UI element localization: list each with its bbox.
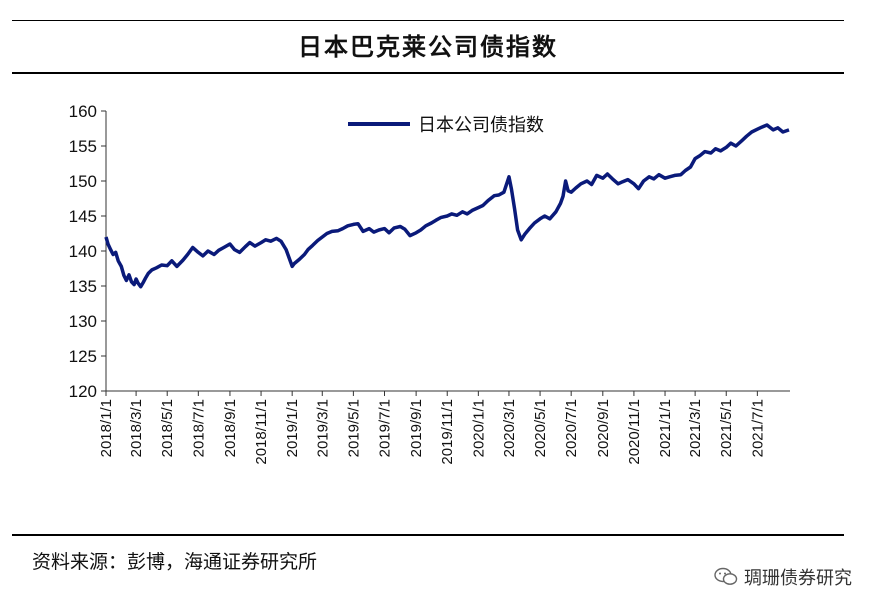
wechat-icon — [714, 567, 738, 585]
x-tick-label: 2020/5/1 — [532, 399, 549, 457]
x-tick-label: 2021/5/1 — [718, 399, 735, 457]
x-tick-label: 2020/9/1 — [595, 399, 612, 457]
y-tick-label: 130 — [69, 312, 97, 331]
x-tick-labels: 2018/1/1 2018/3/1 2018/5/1 2018/7/1 2018/9/1… — [98, 399, 766, 465]
top-rule — [12, 20, 844, 21]
y-tick-label: 120 — [69, 382, 97, 401]
series-group — [104, 123, 790, 289]
source-note: 资料来源：彭博，海通证券研究所 — [32, 551, 318, 573]
x-tick-label: 2020/11/1 — [626, 399, 643, 465]
x-tick-label: 2021/7/1 — [749, 399, 766, 457]
y-tick-label: 125 — [69, 347, 97, 366]
x-tick-label: 2021/3/1 — [687, 399, 704, 457]
x-tick-label: 2020/3/1 — [501, 399, 518, 457]
x-tick-label: 2019/3/1 — [314, 399, 331, 457]
page-title: 日本巴克莱公司债指数 — [298, 32, 558, 61]
series-line — [104, 123, 790, 289]
x-tick-label: 2018/7/1 — [190, 399, 207, 457]
y-tick-label: 135 — [69, 277, 97, 296]
footer-rule — [12, 534, 844, 536]
x-tick-label: 2018/5/1 — [159, 399, 176, 457]
x-tick-label: 2019/7/1 — [376, 399, 393, 457]
y-tick-labels: 120 125 130 135 140 145 150 155 160 — [69, 102, 97, 401]
y-tick-label: 140 — [69, 242, 97, 261]
y-tick-label: 145 — [69, 207, 97, 226]
x-tick-label: 2018/1/1 — [98, 399, 115, 457]
legend-label: 日本公司债指数 — [418, 115, 544, 136]
x-tick-label: 2019/11/1 — [439, 399, 456, 465]
x-tick-label: 2020/7/1 — [563, 399, 580, 457]
watermark-text: 琱珊债券研究 — [744, 568, 852, 589]
y-tick-label: 150 — [69, 172, 97, 191]
x-tick-label: 2018/11/1 — [253, 399, 270, 465]
y-tick-label: 155 — [69, 137, 97, 156]
title-rule — [12, 72, 844, 74]
chart-axes — [101, 110, 790, 396]
legend: 日本公司债指数 — [348, 115, 544, 136]
x-tick-label: 2020/1/1 — [470, 399, 487, 457]
x-tick-label: 2018/9/1 — [222, 399, 239, 457]
x-tick-label: 2019/1/1 — [284, 399, 301, 457]
y-tick-label: 160 — [69, 102, 97, 121]
watermark: 琱珊债券研究 — [714, 564, 852, 590]
x-tick-label: 2021/1/1 — [657, 399, 674, 457]
x-tick-label: 2018/3/1 — [128, 399, 145, 457]
x-tick-label: 2019/9/1 — [408, 399, 425, 457]
x-tick-label: 2019/5/1 — [345, 399, 362, 457]
